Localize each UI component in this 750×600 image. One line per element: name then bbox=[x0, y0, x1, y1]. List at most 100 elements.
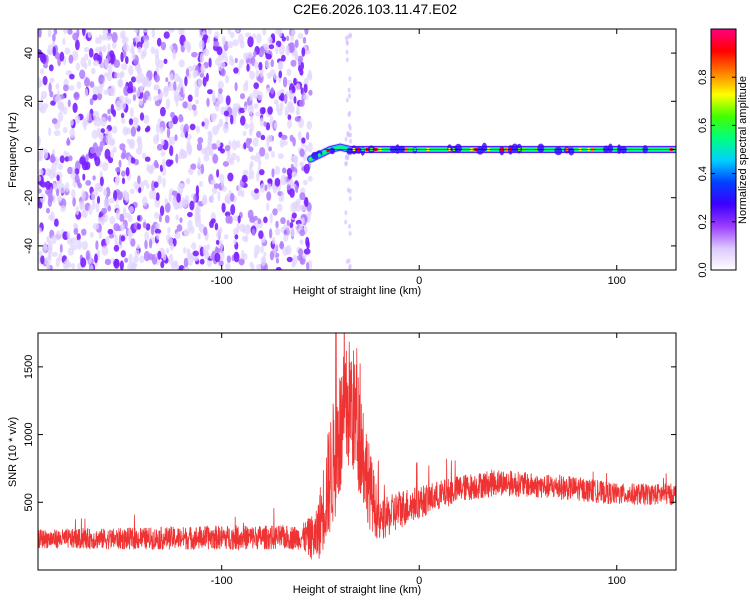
noise-blob bbox=[280, 217, 286, 225]
noise-blob bbox=[189, 168, 194, 175]
noise-blob bbox=[183, 230, 190, 237]
noise-blob bbox=[290, 59, 297, 67]
noise-blob bbox=[290, 34, 294, 42]
noise-blob bbox=[283, 234, 289, 242]
noise-blob bbox=[82, 29, 86, 36]
noise-blob bbox=[188, 102, 193, 112]
noise-blob bbox=[196, 202, 200, 213]
noise-blob bbox=[94, 253, 98, 264]
noise-blob bbox=[214, 31, 220, 39]
noise-blob bbox=[242, 169, 249, 176]
noise-blob bbox=[137, 215, 141, 222]
noise-blob bbox=[179, 217, 183, 223]
noise-blob bbox=[249, 112, 254, 122]
noise-blob bbox=[120, 112, 125, 119]
noise-blob bbox=[227, 29, 232, 35]
noise-blob bbox=[129, 188, 135, 194]
noise-blob bbox=[267, 106, 273, 115]
noise-blob bbox=[105, 134, 112, 145]
noise-blob bbox=[291, 212, 297, 219]
noise-blob bbox=[127, 215, 133, 222]
noise-blob bbox=[193, 194, 197, 204]
noise-blob bbox=[110, 53, 114, 65]
noise-blob bbox=[216, 46, 223, 56]
noise-blob bbox=[209, 147, 214, 157]
noise-blob bbox=[187, 211, 193, 218]
noise-blob bbox=[224, 145, 231, 152]
noise-blob bbox=[160, 41, 167, 51]
noise-blob bbox=[72, 166, 76, 176]
noise-blob bbox=[206, 243, 210, 251]
noise-blob bbox=[68, 54, 74, 64]
noise-blob bbox=[189, 200, 195, 211]
noise-blob bbox=[348, 175, 352, 181]
noise-blob bbox=[203, 226, 208, 236]
noise-blob bbox=[187, 254, 194, 266]
noise-blob bbox=[214, 247, 222, 254]
noise-blob bbox=[75, 206, 80, 216]
noise-blob bbox=[298, 130, 302, 141]
y-tick-label: -20 bbox=[23, 190, 35, 206]
noise-blob bbox=[43, 149, 49, 159]
noise-blob bbox=[253, 50, 257, 58]
noise-blob bbox=[282, 76, 288, 88]
noise-blob bbox=[300, 61, 304, 71]
noise-blob bbox=[303, 163, 310, 174]
noise-blob bbox=[68, 155, 73, 162]
noise-blob bbox=[286, 184, 291, 191]
noise-blob bbox=[120, 222, 125, 232]
noise-blob bbox=[46, 235, 51, 244]
noise-blob bbox=[38, 136, 41, 147]
noise-blob bbox=[218, 87, 223, 95]
noise-blob bbox=[189, 123, 196, 131]
noise-blob bbox=[45, 168, 52, 177]
noise-blob bbox=[274, 165, 281, 175]
noise-blob bbox=[153, 159, 158, 168]
noise-blob bbox=[160, 150, 166, 157]
noise-blob bbox=[51, 162, 57, 173]
noise-blob bbox=[124, 193, 129, 203]
noise-blob bbox=[59, 243, 63, 253]
noise-region bbox=[38, 29, 313, 270]
noise-blob bbox=[83, 121, 87, 131]
noise-blob bbox=[70, 119, 74, 126]
noise-blob bbox=[230, 152, 237, 161]
noise-blob bbox=[344, 219, 348, 225]
noise-blob bbox=[345, 49, 349, 55]
noise-blob bbox=[212, 153, 219, 164]
noise-blob bbox=[233, 239, 237, 245]
noise-blob bbox=[195, 185, 200, 196]
x-tick-label: -100 bbox=[211, 275, 233, 287]
y-tick-label: 20 bbox=[23, 95, 35, 107]
spectrogram-ticks: -100 0 100 -40 -20 0 20 40 bbox=[23, 29, 676, 287]
noise-blob bbox=[125, 167, 130, 177]
noise-blob bbox=[105, 35, 112, 41]
noise-blob bbox=[295, 219, 302, 226]
noise-blob bbox=[69, 73, 75, 80]
noise-blob bbox=[207, 89, 213, 95]
noise-blob bbox=[253, 103, 259, 109]
noise-blob bbox=[174, 134, 178, 142]
noise-blob bbox=[94, 182, 102, 190]
noise-blob bbox=[72, 102, 78, 114]
noise-blob bbox=[96, 195, 101, 204]
noise-blob bbox=[142, 48, 147, 57]
noise-blob bbox=[299, 229, 306, 237]
track-blob bbox=[617, 144, 622, 155]
noise-blob bbox=[97, 84, 103, 95]
spectrogram-ylabel: Frequency (Hz) bbox=[7, 112, 19, 188]
noise-blob bbox=[218, 173, 225, 183]
track-blob bbox=[511, 143, 519, 153]
noise-blob bbox=[275, 220, 279, 229]
noise-blob bbox=[166, 127, 171, 139]
noise-blob bbox=[128, 155, 132, 166]
noise-blob bbox=[257, 218, 262, 225]
noise-blob bbox=[263, 216, 268, 224]
noise-blob bbox=[157, 88, 161, 95]
noise-blob bbox=[203, 48, 210, 57]
noise-blob bbox=[112, 109, 117, 117]
noise-blob bbox=[286, 256, 293, 263]
track-blob bbox=[554, 146, 563, 156]
noise-blob bbox=[249, 160, 254, 168]
noise-blob bbox=[308, 89, 313, 96]
